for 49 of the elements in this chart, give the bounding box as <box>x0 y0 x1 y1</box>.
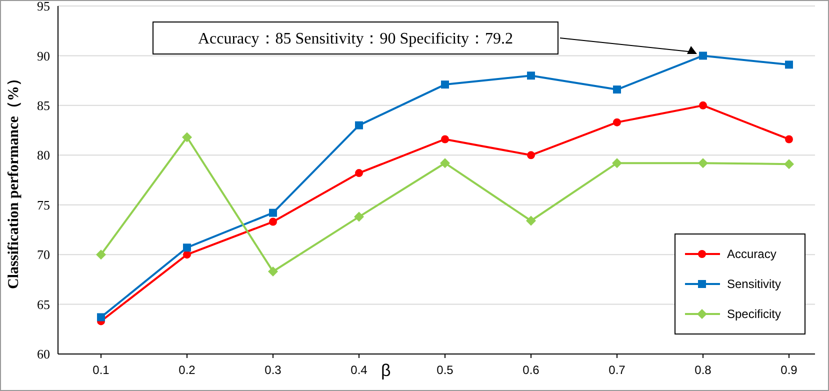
x-tick-label: 0.3 <box>264 363 282 377</box>
point <box>613 86 621 94</box>
x-axis-title: β <box>381 361 391 380</box>
x-tick-label: 0.4 <box>350 363 368 377</box>
y-axis-title: Classification performance（%） <box>6 71 22 289</box>
x-tick-label: 0.9 <box>780 363 798 377</box>
point <box>613 118 621 126</box>
point <box>527 72 535 80</box>
point <box>182 132 192 142</box>
point <box>355 169 363 178</box>
point <box>785 135 793 144</box>
point <box>268 266 278 276</box>
x-tick-label: 0.8 <box>694 363 712 377</box>
y-tick-label: 60 <box>37 346 50 362</box>
legend-label: Accuracy <box>727 247 776 262</box>
legend-label: Sensitivity <box>727 277 782 292</box>
point <box>440 158 450 168</box>
point <box>699 101 707 110</box>
point <box>526 216 536 226</box>
point <box>784 159 794 170</box>
point <box>269 208 277 217</box>
y-tick-label: 65 <box>37 296 50 312</box>
point <box>183 250 191 259</box>
point <box>269 218 277 226</box>
point <box>698 158 708 168</box>
point <box>441 135 449 144</box>
y-tick-label: 80 <box>37 148 50 163</box>
point <box>612 158 622 168</box>
y-tick-label: 95 <box>37 0 50 14</box>
point <box>355 121 363 130</box>
point <box>441 80 449 89</box>
x-tick-label: 0.7 <box>608 363 626 377</box>
point <box>527 151 535 160</box>
point <box>354 212 364 222</box>
y-tick-label: 70 <box>37 247 50 262</box>
x-tick-label: 0.1 <box>92 363 110 377</box>
x-tick-label: 0.2 <box>178 363 196 377</box>
y-tick-label: 90 <box>37 48 50 64</box>
legend-label: Specificity <box>727 307 782 322</box>
x-tick-label: 0.5 <box>436 363 454 377</box>
point <box>97 313 105 322</box>
annotation: Accuracy：85 Sensitivity：90 Specificity：79.2 <box>198 30 514 48</box>
point <box>785 60 793 69</box>
y-tick-label: 75 <box>37 197 50 212</box>
point <box>183 244 191 252</box>
point <box>699 52 707 60</box>
x-tick-label: 0.6 <box>522 363 540 377</box>
point <box>96 250 106 260</box>
y-tick-label: 85 <box>37 98 50 113</box>
